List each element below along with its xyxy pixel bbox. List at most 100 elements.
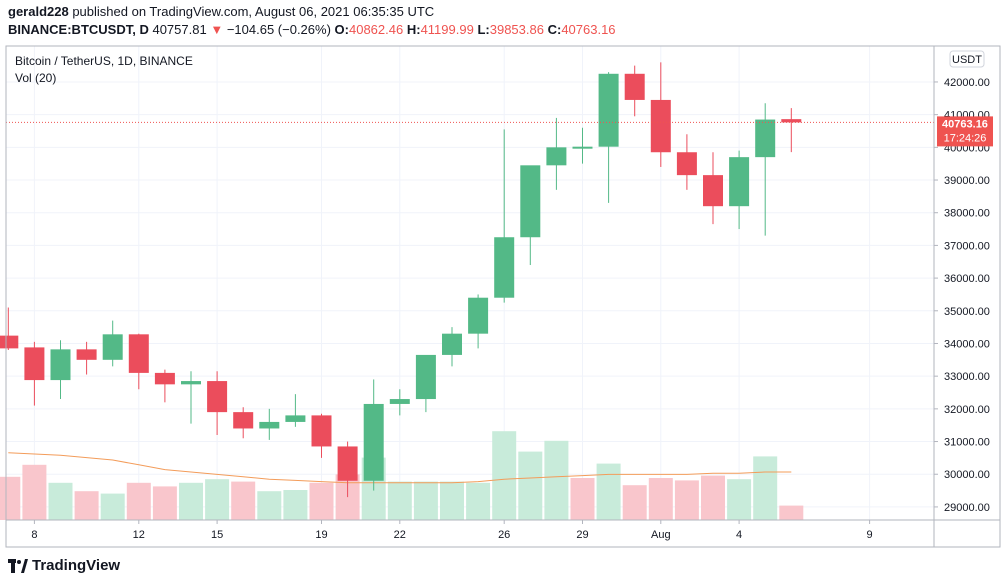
candle-body (154, 372, 175, 385)
currency-badge-label: USDT (952, 54, 982, 66)
y-tick-label: 33000.00 (944, 371, 990, 383)
y-tick-label: 38000.00 (944, 208, 990, 220)
volume-bar (179, 482, 203, 520)
volume-bar (674, 480, 699, 520)
open-label: O: (334, 22, 349, 37)
candle-body (442, 333, 462, 355)
candle-body (676, 152, 697, 176)
y-tick-label: 35000.00 (944, 306, 990, 318)
candle (363, 379, 384, 491)
volume-bar (622, 485, 647, 520)
volume-bar (570, 478, 595, 520)
volume-bar (727, 479, 752, 520)
candle (755, 103, 776, 236)
price-tag-value: 40763.16 (942, 118, 988, 130)
x-tick-label: 19 (315, 529, 327, 541)
volume-bar (387, 481, 412, 520)
volume-bar (309, 482, 334, 520)
chart-legend: Bitcoin / TetherUS, 1D, BINANCE Vol (20) (15, 53, 193, 87)
candle (624, 65, 645, 117)
last-price: 40757.81 (152, 22, 207, 37)
candle (102, 320, 123, 367)
x-tick-label: 29 (576, 529, 588, 541)
candle (76, 341, 97, 375)
low-label: L: (477, 22, 490, 37)
x-tick-label: 26 (498, 529, 510, 541)
candle-body (598, 73, 619, 147)
publish-date: published on TradingView.com, August 06,… (72, 4, 435, 19)
volume-title[interactable]: Vol (20) (15, 71, 57, 85)
volume-bar (701, 475, 725, 520)
candle-body (259, 421, 280, 429)
volume-bar (231, 481, 256, 520)
candle (233, 407, 254, 439)
candle (181, 371, 201, 424)
volume-bar (100, 493, 125, 520)
price-tag: 40763.16 17:24:26 (937, 116, 993, 147)
candle-body (181, 381, 201, 385)
candle-body (650, 99, 671, 153)
volume-bar (205, 479, 230, 520)
candle (337, 441, 358, 498)
candle-body (0, 335, 19, 349)
candle (703, 152, 723, 225)
y-tick-label: 42000.00 (944, 77, 990, 89)
candle-body (415, 354, 436, 400)
close-label: C: (547, 22, 562, 37)
candle-body (76, 349, 97, 360)
volume-bar (283, 490, 308, 520)
candle (494, 129, 515, 303)
volume-bar (779, 505, 804, 520)
candle-body (572, 146, 593, 149)
candle-body (703, 175, 723, 207)
candle (442, 327, 462, 367)
candle (389, 389, 410, 416)
volume-bar (126, 482, 151, 520)
volume-bars (0, 431, 804, 520)
candle (729, 150, 750, 230)
candle-body (50, 349, 71, 381)
candle (50, 340, 71, 400)
y-tick-label: 36000.00 (944, 273, 990, 285)
candle-body (128, 334, 149, 373)
price-chart[interactable]: 29000.00 30000.00 31000.00 32000.00 33000.00… (0, 40, 1006, 550)
volume-bar (596, 463, 621, 520)
brand-name: TradingView (32, 557, 121, 574)
change-arrow-icon: ▼ (210, 22, 224, 37)
volume-bar (648, 478, 673, 520)
high-label: H: (406, 22, 421, 37)
candle-body (207, 381, 228, 413)
high-value: 41199.99 (420, 22, 474, 37)
ohlc-header: BINANCE:BTCUSDT, D 40757.81 ▼ −104.65 (−… (8, 22, 616, 37)
candle-body (285, 415, 306, 422)
volume-bar (22, 464, 47, 520)
candle (24, 341, 45, 406)
volume-bar (518, 451, 543, 520)
author[interactable]: gerald228 (8, 4, 69, 19)
candle (520, 165, 541, 266)
candle-body (546, 147, 567, 166)
y-tick-label: 31000.00 (944, 437, 990, 449)
axes (5, 45, 1001, 548)
y-tick-label: 37000.00 (944, 240, 990, 252)
x-tick-label: 15 (211, 529, 223, 541)
grid (6, 46, 934, 520)
candle (128, 333, 149, 390)
candle (468, 294, 489, 349)
price-change: −104.65 (−0.26%) (226, 22, 331, 37)
x-tick-label: 22 (394, 529, 406, 541)
symbol: BINANCE:BTCUSDT, D (8, 22, 149, 37)
tradingview-logo[interactable]: TradingView (8, 557, 120, 574)
candle-body (520, 165, 541, 238)
series-title[interactable]: Bitcoin / TetherUS, 1D, BINANCE (15, 54, 193, 68)
candle (546, 117, 567, 190)
volume-bar (440, 481, 464, 520)
x-axis-ticks: 8 12 15 19 22 26 29 Aug 4 9 (31, 520, 873, 541)
candle (259, 408, 280, 440)
candle-body (24, 347, 45, 381)
currency-badge[interactable]: USDT (949, 50, 985, 68)
candle-body (311, 415, 332, 447)
low-value: 39853.86 (489, 22, 544, 37)
candle-body (729, 157, 750, 207)
candle (207, 371, 228, 436)
